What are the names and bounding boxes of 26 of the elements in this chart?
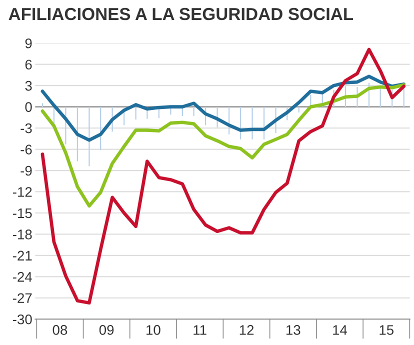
x-tick-label: 11 [194,325,206,335]
y-tick-label: 0 [25,102,32,112]
y-tick-label: 3 [25,80,32,91]
chart-title: AFILIACIONES A LA SEGURIDAD SOCIAL [8,8,354,20]
y-tick-label: -15 [12,208,32,218]
y-tick-label: 6 [25,60,32,70]
x-tick-label: 13 [286,325,300,335]
y-tick-label: -24 [12,272,32,282]
y-tick-label: -6 [20,144,32,154]
x-tick-label: 14 [333,325,348,335]
line-series [40,74,406,142]
y-tick-label: -3 [20,123,32,134]
y-tick-label: -30 [12,314,32,324]
x-tick-label: 09 [99,325,114,335]
x-tick-label: 15 [380,325,394,335]
line-series [40,48,406,305]
y-tick-label: -12 [12,187,32,197]
line-series [40,83,406,208]
x-tick-label: 12 [240,325,254,335]
x-tick-label: 10 [146,325,160,335]
x-tick-label: 08 [52,325,68,335]
y-tick-label: -27 [12,293,32,303]
y-tick-label: 9 [25,38,32,48]
y-tick-label: -18 [12,230,32,240]
y-tick-label: -9 [20,166,32,176]
y-tick-label: -21 [12,250,32,260]
